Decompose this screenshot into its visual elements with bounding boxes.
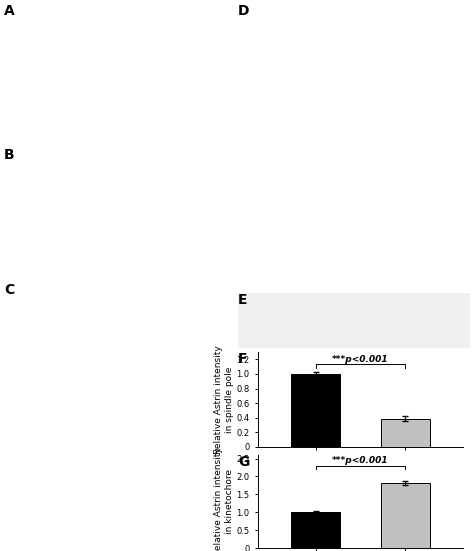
Text: F: F — [238, 352, 247, 366]
Text: B: B — [4, 148, 15, 162]
Bar — [292, 374, 340, 447]
Text: ***p<0.001: ***p<0.001 — [332, 355, 389, 364]
Text: ***p<0.001: ***p<0.001 — [332, 456, 389, 465]
Y-axis label: Relative Astrin intensity
in kinetochore: Relative Astrin intensity in kinetochore — [214, 447, 234, 551]
Bar — [292, 512, 340, 548]
Text: A: A — [4, 4, 15, 18]
Bar — [381, 419, 429, 447]
Text: G: G — [238, 455, 249, 469]
Bar — [381, 483, 429, 548]
Text: D: D — [238, 4, 249, 18]
Y-axis label: Relative Astrin intensity
in spindle pole: Relative Astrin intensity in spindle pol… — [214, 345, 234, 454]
Text: C: C — [4, 283, 14, 297]
Text: E: E — [238, 293, 247, 307]
